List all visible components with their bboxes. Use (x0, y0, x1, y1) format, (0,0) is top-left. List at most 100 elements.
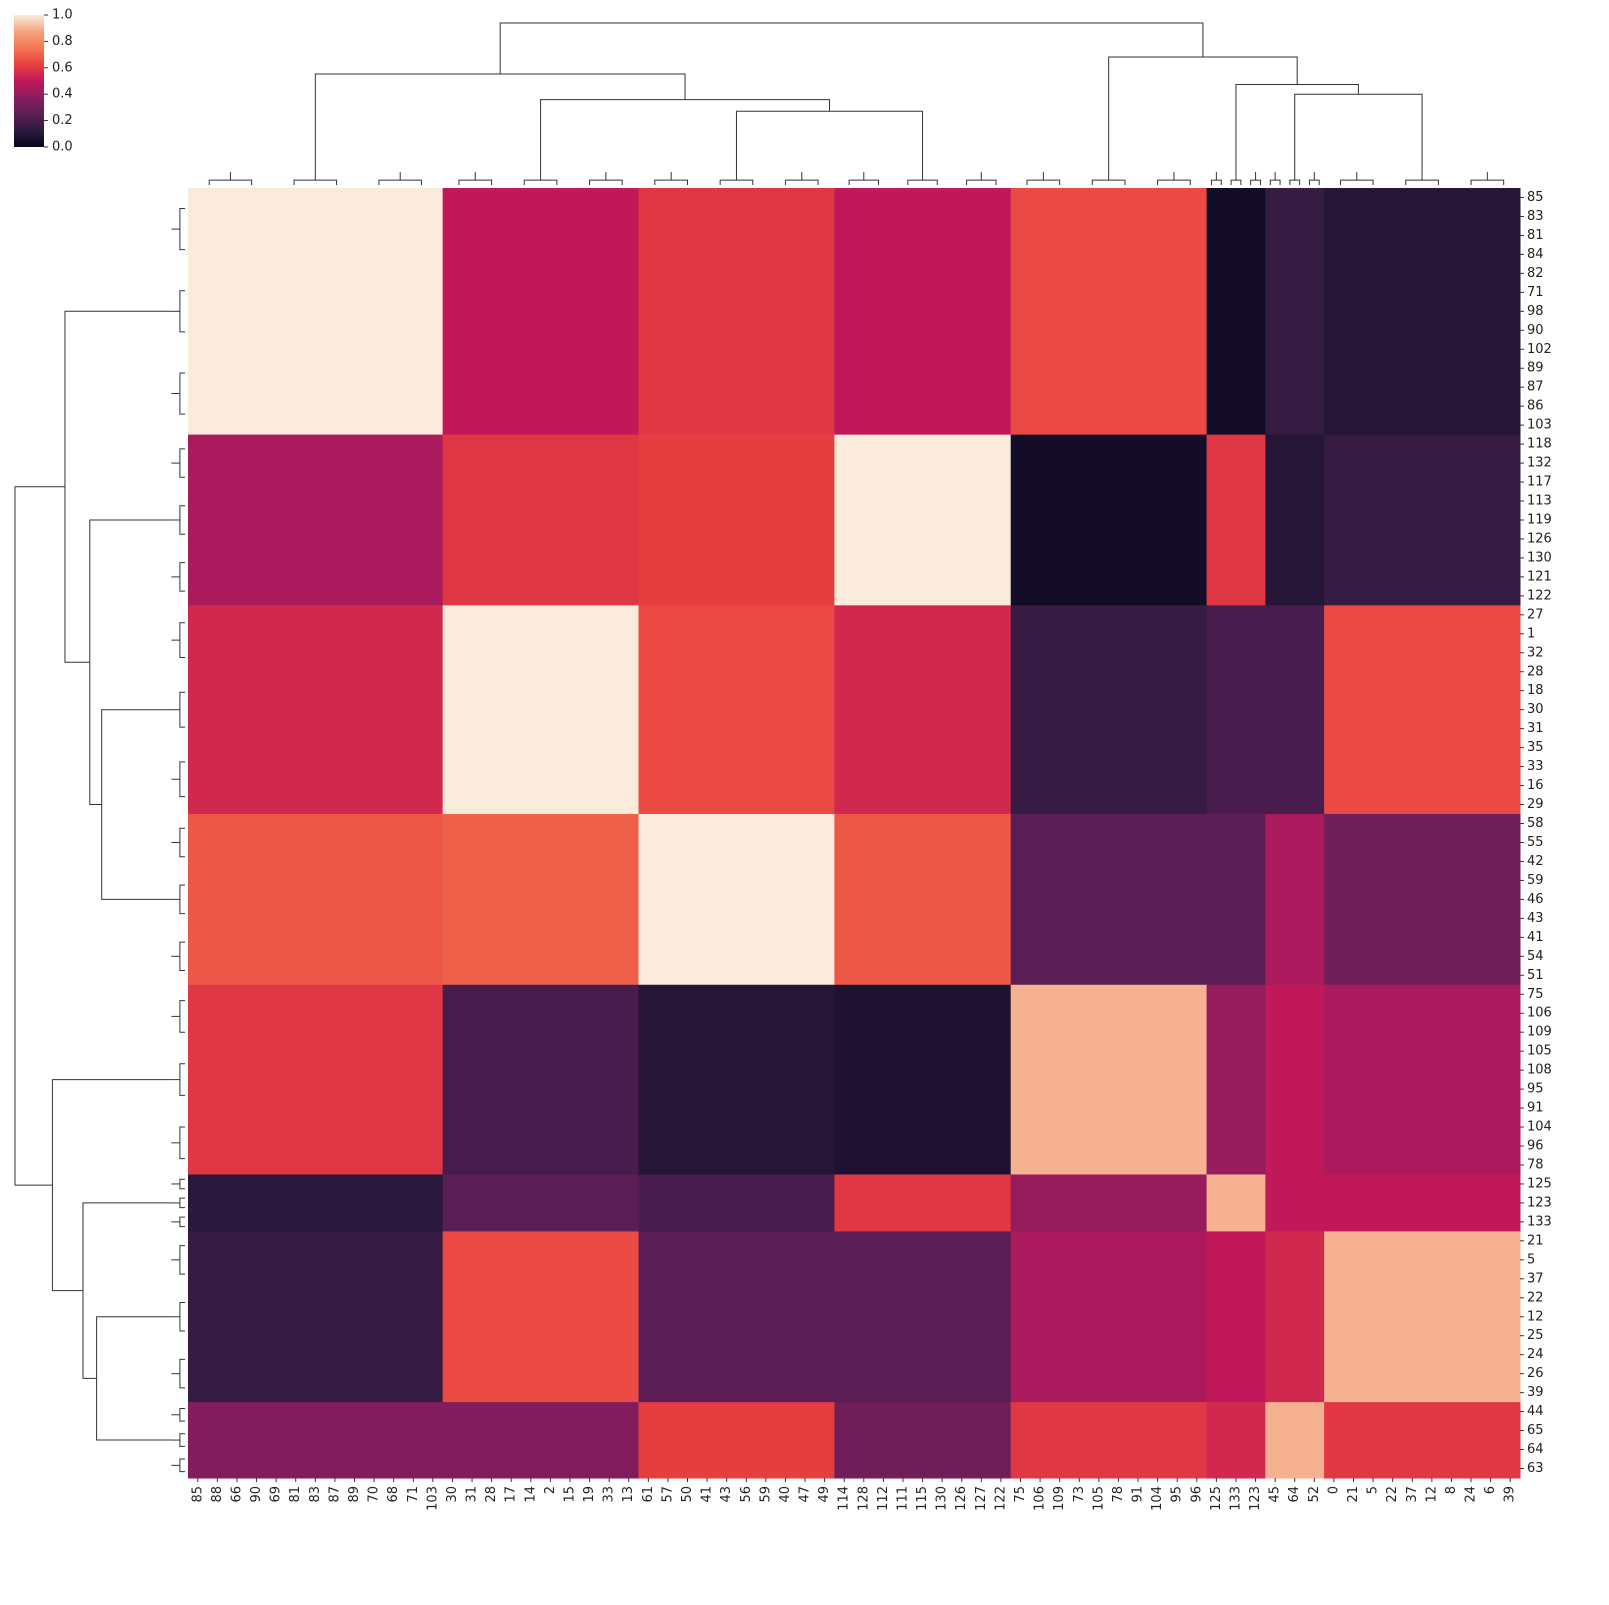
heatmap-cell (1010, 814, 1208, 986)
colorbar-tick-label: 0.4 (52, 87, 73, 102)
y-tick-label: 89 (1527, 361, 1544, 376)
heatmap-cell (442, 434, 640, 606)
y-tick-label: 91 (1527, 1101, 1544, 1116)
heatmap-cell (1010, 1174, 1208, 1232)
dendrogram-link (101, 709, 172, 900)
dendrogram-leaf (1230, 179, 1242, 185)
dendrogram-leaf (378, 179, 422, 185)
y-tick-label: 126 (1527, 531, 1552, 546)
dendrogram-link (540, 99, 831, 173)
y-tick-label: 113 (1527, 494, 1552, 509)
heatmap-cell (1265, 434, 1325, 606)
dendrogram-leaf (179, 1458, 185, 1473)
y-tick-label: 5 (1527, 1252, 1535, 1267)
dendrogram-leaf (179, 1302, 185, 1332)
x-tick-label: 56 (739, 1486, 754, 1503)
x-tick-label: 90 (249, 1486, 264, 1503)
heatmap-cell (1324, 1174, 1521, 1232)
heatmap-cell (1206, 984, 1266, 1175)
heatmap-cell (1324, 1402, 1521, 1479)
y-tick-label: 59 (1527, 873, 1544, 888)
x-tick-label: 69 (269, 1486, 284, 1503)
heatmap-cell (834, 814, 1012, 986)
y-tick-label: 95 (1527, 1082, 1544, 1097)
x-tick-label: 31 (465, 1486, 480, 1503)
heatmap-cell (834, 1402, 1012, 1479)
x-tick-label: 104 (1150, 1486, 1165, 1511)
dendrogram-leaf (1339, 179, 1374, 185)
heatmap-cell (442, 984, 640, 1175)
y-tick-label: 83 (1527, 209, 1544, 224)
heatmap-cell (1010, 1402, 1208, 1479)
y-tick-label: 46 (1527, 892, 1544, 907)
heatmap-cell (1010, 434, 1208, 606)
dendrogram-leaf (293, 179, 338, 185)
y-tick-label: 78 (1527, 1157, 1544, 1172)
y-tick-label: 64 (1527, 1442, 1544, 1457)
y-tick-label: 109 (1527, 1025, 1552, 1040)
dendrogram-leaf (1289, 179, 1301, 185)
x-tick-label: 0 (1326, 1486, 1341, 1494)
y-tick-label: 85 (1527, 190, 1544, 205)
dendrogram-leaf (458, 179, 493, 185)
y-tick-label: 105 (1527, 1044, 1552, 1059)
dendrogram-leaf (719, 179, 754, 185)
x-tick-label: 59 (758, 1486, 773, 1503)
y-tick-label: 102 (1527, 342, 1552, 357)
x-tick-label: 130 (935, 1486, 950, 1511)
x-tick-label: 95 (1170, 1486, 1185, 1503)
y-tick-label: 55 (1527, 835, 1544, 850)
y-tick-label: 33 (1527, 759, 1544, 774)
x-tick-label: 13 (621, 1486, 636, 1503)
heatmap-cell (1324, 814, 1521, 986)
heatmap-cell (188, 1231, 444, 1403)
x-tick-label: 133 (1228, 1486, 1243, 1511)
heatmap-cell (1206, 1174, 1266, 1232)
heatmap-cell (1324, 188, 1521, 436)
x-tick-label: 73 (1072, 1486, 1087, 1503)
x-tick-label: 12 (1424, 1486, 1439, 1503)
dendrogram-leaf (179, 941, 185, 972)
y-tick-label: 119 (1527, 512, 1552, 527)
x-tick-label: 5 (1366, 1486, 1381, 1494)
dendrogram-leaf (179, 562, 185, 592)
x-tick-label: 66 (229, 1486, 244, 1503)
y-tick-label: 81 (1527, 228, 1544, 243)
heatmap-cell (1010, 605, 1208, 815)
dendrogram-leaf (784, 179, 819, 185)
y-tick-label: 118 (1527, 437, 1552, 452)
dendrogram-leaf (179, 1178, 185, 1190)
x-tick-label: 41 (700, 1486, 715, 1503)
x-tick-label: 89 (347, 1486, 362, 1503)
x-tick-label: 61 (641, 1486, 656, 1503)
y-tick-label: 98 (1527, 304, 1544, 319)
heatmap-cell (638, 1402, 835, 1479)
y-tick-label: 132 (1527, 456, 1552, 471)
dendrogram-leaf (1250, 179, 1261, 185)
heatmap-cell (638, 605, 835, 815)
y-tick-label: 87 (1527, 380, 1544, 395)
y-tick-label: 90 (1527, 323, 1544, 338)
x-tick-label: 57 (660, 1486, 675, 1503)
x-tick-label: 111 (895, 1486, 910, 1511)
x-tick-label: 112 (876, 1486, 891, 1511)
heatmap-cell (442, 814, 640, 986)
y-tick-label: 12 (1527, 1309, 1544, 1324)
y-tick-label: 30 (1527, 702, 1544, 717)
y-tick-label: 21 (1527, 1233, 1544, 1248)
heatmap-cell (1324, 984, 1521, 1175)
dendrogram-leaf (179, 208, 185, 251)
x-tick-label: 103 (425, 1486, 440, 1511)
y-tick-label: 108 (1527, 1063, 1552, 1078)
x-tick-label: 52 (1307, 1486, 1322, 1503)
y-tick-label: 63 (1527, 1461, 1544, 1476)
heatmap-cell (1010, 188, 1208, 436)
heatmap-cell (1010, 1231, 1208, 1403)
dendrogram-leaf (179, 884, 185, 915)
x-tick-label: 45 (1268, 1486, 1283, 1503)
y-tick-label: 42 (1527, 854, 1544, 869)
x-tick-label: 37 (1405, 1486, 1420, 1503)
dendrogram-leaf (179, 1407, 185, 1422)
heatmap-cell (442, 1174, 640, 1232)
x-tick-label: 28 (484, 1486, 499, 1503)
